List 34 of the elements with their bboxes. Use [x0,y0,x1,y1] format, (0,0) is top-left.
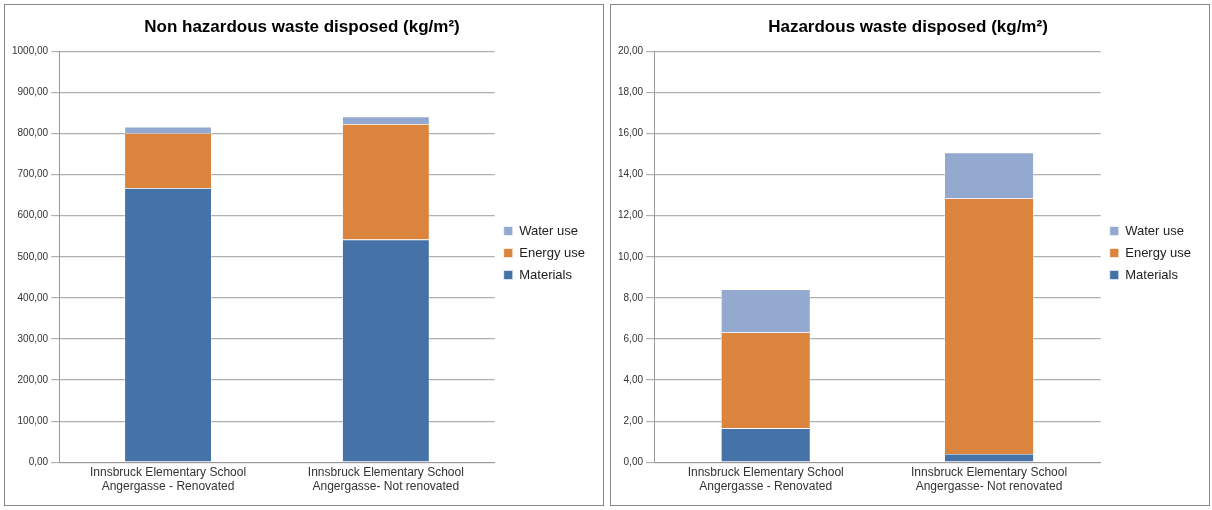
x-tick-label: Innsbruck Elementary School Angergasse - Renovated [687,464,844,494]
y-tick-label: 200,00 [17,373,49,385]
legend-label: Materials [519,266,573,282]
y-tick-label: 2,00 [623,414,644,426]
y-tick-label: 8,00 [623,291,644,303]
y-tick-label: 900,00 [17,86,49,98]
y-tick-label: 100,00 [17,414,49,426]
x-tick-label: Innsbruck Elementary School Angergasse - Renovated [90,464,247,494]
chart-title: Hazardous waste disposed (kg/m²) [768,16,1048,36]
x-tick-label: Innsbruck Elementary School Angergasse- Not renovated [911,464,1068,494]
y-tick-label: 400,00 [17,291,49,303]
y-tick-label: 500,00 [17,250,49,262]
y-tick-label: 10,00 [617,250,644,262]
chart-title: Non hazardous waste disposed (kg/m²) [144,16,460,36]
y-tick-label: 4,00 [623,373,644,385]
y-tick-label: 800,00 [17,127,49,139]
legend-label: Water use [1125,222,1184,238]
y-tick-label: 6,00 [623,332,644,344]
y-tick-label: 20,00 [617,45,644,57]
y-tick-label: 18,00 [617,86,644,98]
y-tick-label: 300,00 [17,332,49,344]
y-tick-label: 14,00 [617,168,644,180]
legend-label: Energy use [1125,244,1191,260]
legend-label: Water use [519,222,578,238]
x-tick-label: Innsbruck Elementary School Angergasse- Not renovated [307,464,464,494]
y-tick-label: 600,00 [17,209,49,221]
legend-label: Energy use [519,244,585,260]
legend-label: Materials [1125,266,1179,282]
y-tick-label: 0,00 [623,455,644,467]
y-tick-label: 0,00 [28,455,49,467]
y-tick-label: 1000,00 [11,45,49,57]
y-tick-label: 12,00 [617,209,644,221]
y-tick-label: 700,00 [17,168,49,180]
y-tick-label: 16,00 [617,127,644,139]
